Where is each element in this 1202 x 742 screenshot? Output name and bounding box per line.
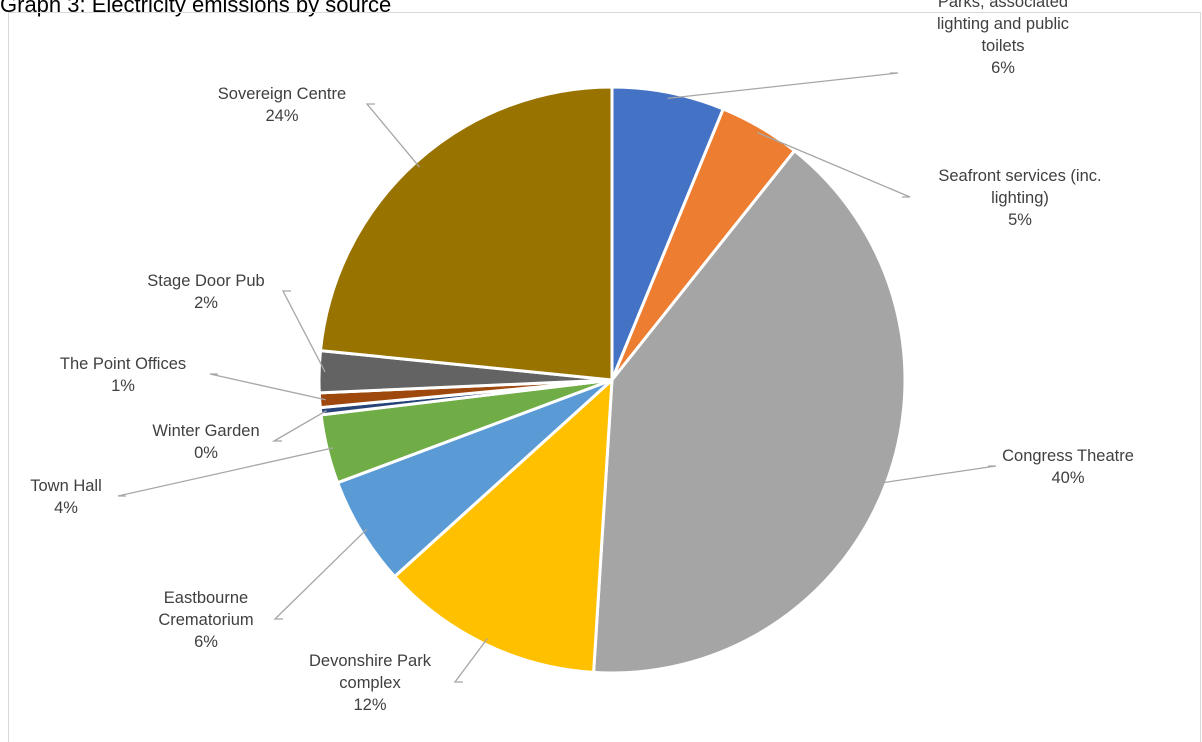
pie-slice-parks-associated-lighting-and-public-toilets	[610, 85, 725, 382]
chart-frame	[8, 12, 1201, 742]
pie-slice-devonshire-park-complex	[393, 378, 614, 674]
data-label-parks-associated-lighting-and-public-toilets: Parks, associated lighting and public toil…	[937, 0, 1069, 77]
leader-line-sovereign-centre	[365, 103, 420, 168]
data-label-devonshire-park-complex: Devonshire Park complex 12%	[309, 652, 432, 714]
leader-line-eastbourne-crematorium	[273, 528, 368, 620]
leader-line-seafront-services-inc-lighting	[757, 131, 911, 198]
leader-line-the-point-offices	[209, 373, 326, 401]
data-label-stage-door-pub: Stage Door Pub 2%	[147, 272, 264, 312]
data-label-winter-garden: Winter Garden 0%	[152, 422, 259, 462]
leader-line-parks-associated-lighting-and-public-toilets	[667, 72, 899, 100]
leader-line-town-hall	[117, 447, 334, 497]
data-label-sovereign-centre: Sovereign Centre 24%	[218, 85, 346, 125]
data-label-eastbourne-crematorium: Eastbourne Crematorium 6%	[158, 589, 253, 651]
leader-line-congress-theatre	[879, 465, 997, 484]
data-label-congress-theatre: Congress Theatre 40%	[1002, 447, 1134, 487]
data-label-seafront-services-inc-lighting: Seafront services (inc. lighting) 5%	[938, 167, 1101, 229]
leader-line-winter-garden	[271, 410, 327, 442]
data-label-town-hall: Town Hall 4%	[30, 477, 102, 517]
leader-line-stage-door-pub	[281, 290, 326, 373]
leader-line-devonshire-park-complex	[453, 638, 488, 683]
pie-slice-congress-theatre	[592, 149, 907, 675]
pie-slice-sovereign-centre	[318, 85, 614, 382]
data-label-the-point-offices: The Point Offices 1%	[60, 355, 186, 395]
